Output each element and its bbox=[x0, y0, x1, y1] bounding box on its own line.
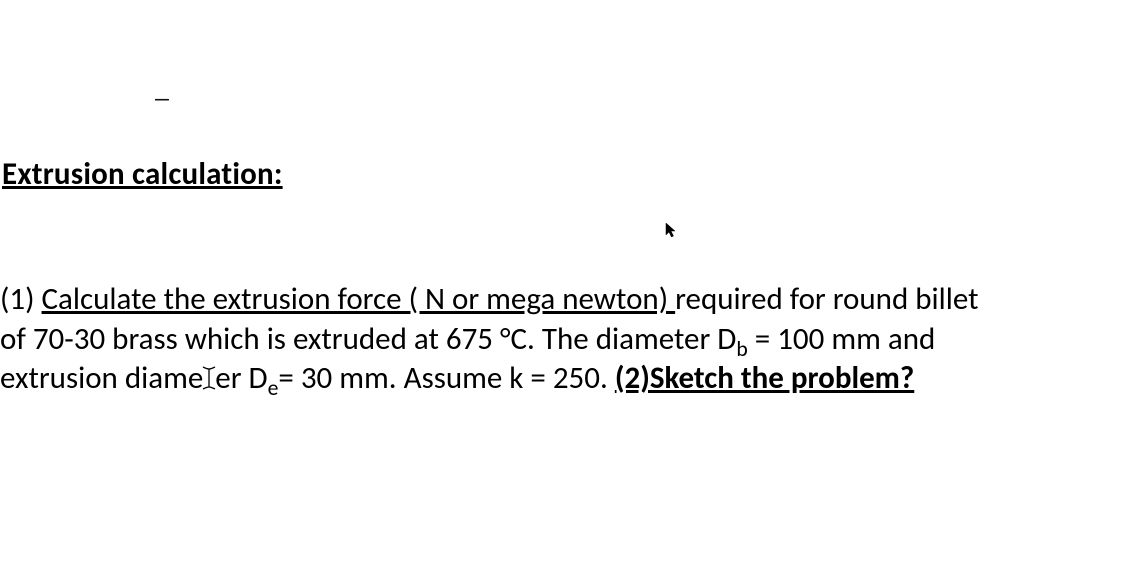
problem-line3-a: extrusion diame bbox=[0, 359, 203, 397]
problem-line3-c: = 30 mm. Assume k = 250. bbox=[278, 359, 614, 397]
mouse-cursor-icon bbox=[665, 222, 677, 238]
section-heading: Extrusion calculation: bbox=[2, 155, 283, 193]
problem-text: (1) Calculate the extrusion force ( N or… bbox=[0, 280, 1120, 399]
problem-line3-b: er D bbox=[215, 359, 267, 397]
problem-2-instruction-link: (2)Sketch the problem? bbox=[615, 359, 914, 397]
problem-line2-a: of 70-30 brass which is extruded at 675 … bbox=[0, 320, 736, 358]
problem-line2-b: = 100 mm and bbox=[748, 320, 936, 358]
problem-number-1: (1) bbox=[0, 280, 42, 318]
text-caret-icon bbox=[200, 365, 218, 391]
page: _ Extrusion calculation: (1) Calculate t… bbox=[0, 0, 1125, 567]
subscript-b: b bbox=[736, 335, 747, 362]
problem-1-instruction-link: Calculate the extrusion force ( N or meg… bbox=[42, 280, 676, 318]
subscript-e: e bbox=[268, 375, 279, 402]
stray-dash-mark: _ bbox=[155, 70, 169, 105]
problem-1-text-a: required for round billet bbox=[675, 280, 978, 318]
